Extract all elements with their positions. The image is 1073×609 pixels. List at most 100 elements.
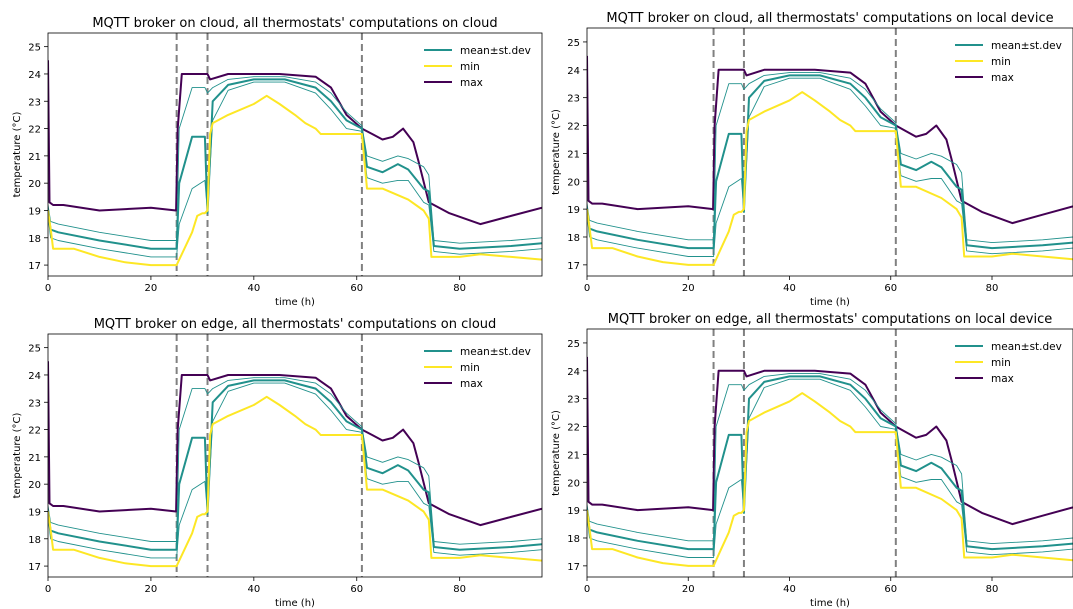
x-tick-label: 80 — [986, 283, 999, 294]
x-tick-label: 20 — [145, 584, 158, 595]
y-tick-label: 20 — [28, 179, 41, 190]
y-axis-label: temperature (°C) — [12, 412, 23, 498]
legend-label: max — [460, 378, 483, 390]
y-tick-label: 21 — [567, 450, 580, 461]
y-tick-label: 24 — [567, 66, 580, 77]
plot-area — [48, 33, 542, 276]
legend: mean±st.dev min max — [424, 45, 531, 89]
y-tick-label: 22 — [567, 122, 580, 133]
chart-title: MQTT broker on edge, all thermostats' co… — [94, 317, 497, 332]
chart-panel-4: MQTT broker on edge, all thermostats' co… — [551, 312, 1073, 609]
y-tick-label: 23 — [567, 395, 580, 406]
series-line-max — [587, 356, 1073, 526]
axes-frame — [586, 328, 1073, 578]
chart-title: MQTT broker on cloud, all thermostats' c… — [92, 16, 497, 31]
y-tick-label: 19 — [28, 206, 41, 217]
y-tick-label: 20 — [567, 177, 580, 188]
y-tick-label: 24 — [28, 371, 41, 382]
legend: mean±st.dev min max — [955, 341, 1062, 385]
x-tick-label: 80 — [453, 584, 466, 595]
legend-label: mean±st.dev — [460, 45, 531, 57]
y-tick-label: 21 — [28, 453, 41, 464]
axes-frame — [47, 32, 543, 277]
legend-label: mean±st.dev — [460, 346, 531, 358]
y-tick-label: 25 — [28, 43, 41, 54]
plot-area — [587, 28, 1073, 276]
legend: mean±st.dev min max — [424, 346, 531, 390]
x-tick-label: 0 — [584, 584, 590, 595]
series-line-mean — [48, 379, 542, 551]
y-tick-label: 24 — [567, 367, 580, 378]
x-tick-label: 60 — [350, 584, 363, 595]
legend-label: max — [460, 77, 483, 89]
series-line-mean-sd — [48, 377, 542, 545]
x-tick-label: 60 — [884, 283, 897, 294]
y-tick-label: 21 — [28, 152, 41, 163]
x-axis-label: time (h) — [810, 598, 850, 609]
y-tick-label: 21 — [567, 149, 580, 160]
series-line-mean-sd — [587, 72, 1073, 244]
y-tick-label: 20 — [567, 478, 580, 489]
x-tick-label: 20 — [682, 584, 695, 595]
series-line-mean-sd — [48, 76, 542, 244]
y-tick-label: 19 — [567, 205, 580, 216]
y-tick-label: 17 — [567, 261, 580, 272]
y-tick-label: 19 — [567, 506, 580, 517]
y-axis-label: temperature (°C) — [12, 111, 23, 197]
legend: mean±st.dev min max — [955, 40, 1062, 84]
series-line-mean-sd — [48, 382, 542, 559]
x-tick-label: 40 — [783, 283, 796, 294]
y-tick-label: 23 — [28, 97, 41, 108]
x-axis-label: time (h) — [275, 598, 315, 609]
legend-label: min — [460, 362, 480, 374]
series-line-min — [48, 94, 542, 267]
y-tick-label: 25 — [567, 38, 580, 49]
x-tick-label: 80 — [986, 584, 999, 595]
y-tick-label: 22 — [28, 426, 41, 437]
x-tick-label: 80 — [453, 283, 466, 294]
y-tick-label: 17 — [567, 562, 580, 573]
y-axis-label: temperature (°C) — [551, 109, 562, 195]
plot-area — [587, 329, 1073, 577]
chart-panel-3: MQTT broker on edge, all thermostats' co… — [12, 317, 543, 609]
y-tick-label: 20 — [28, 480, 41, 491]
y-tick-label: 22 — [28, 125, 41, 136]
y-tick-label: 23 — [567, 94, 580, 105]
x-tick-label: 60 — [884, 584, 897, 595]
chart-panel-2: MQTT broker on cloud, all thermostats' c… — [551, 11, 1073, 308]
x-tick-label: 0 — [45, 584, 51, 595]
series-line-mean — [587, 74, 1073, 250]
legend-label: min — [991, 56, 1011, 68]
x-tick-label: 0 — [45, 283, 51, 294]
x-tick-label: 60 — [350, 283, 363, 294]
legend-label: min — [460, 61, 480, 73]
x-axis-label: time (h) — [275, 297, 315, 308]
x-tick-label: 20 — [682, 283, 695, 294]
x-tick-label: 40 — [247, 584, 260, 595]
series-line-mean-sd — [587, 77, 1073, 257]
series-line-max — [48, 361, 542, 527]
y-tick-label: 18 — [567, 534, 580, 545]
y-tick-label: 25 — [28, 344, 41, 355]
axes-frame — [47, 333, 543, 578]
legend-label: max — [991, 373, 1014, 385]
y-tick-label: 24 — [28, 70, 41, 81]
legend-label: min — [991, 357, 1011, 369]
y-tick-label: 18 — [28, 234, 41, 245]
chart-title: MQTT broker on edge, all thermostats' co… — [608, 312, 1053, 327]
series-line-mean-sd — [48, 81, 542, 258]
plot-area — [48, 334, 542, 577]
x-tick-label: 40 — [783, 584, 796, 595]
axes-frame — [586, 27, 1073, 277]
y-tick-label: 23 — [28, 398, 41, 409]
x-axis-label: time (h) — [810, 297, 850, 308]
legend-label: max — [991, 72, 1014, 84]
series-line-mean — [587, 375, 1073, 551]
legend-label: mean±st.dev — [991, 40, 1062, 52]
chart-panel-1: MQTT broker on cloud, all thermostats' c… — [12, 16, 543, 308]
y-tick-label: 25 — [567, 339, 580, 350]
y-tick-label: 18 — [28, 535, 41, 546]
series-line-min — [587, 91, 1073, 266]
series-line-max — [587, 55, 1073, 225]
